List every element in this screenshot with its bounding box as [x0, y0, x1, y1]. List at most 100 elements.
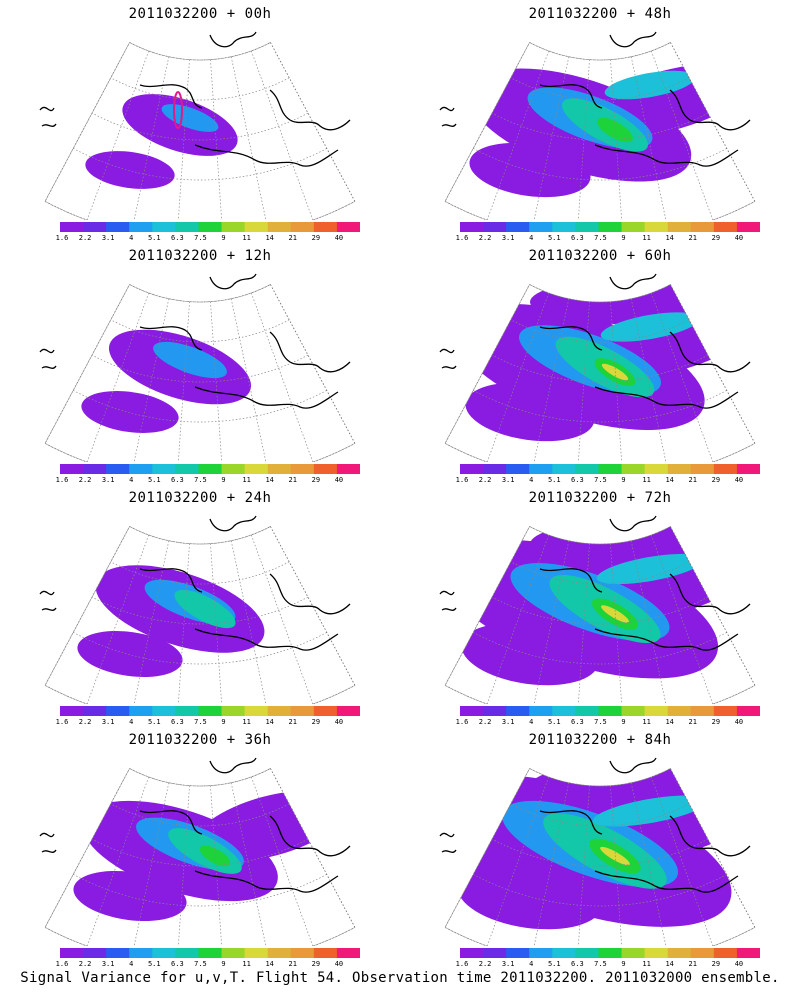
colorbar-swatch	[175, 222, 199, 232]
variance-field-mid	[596, 553, 704, 585]
colorbar-tick-label: 9	[221, 960, 226, 968]
colorbar-tick-label: 11	[642, 234, 651, 242]
colorbar-tick-label: 1.6	[455, 476, 469, 484]
coastline	[609, 757, 657, 774]
colorbar-tick-label: 14	[265, 718, 274, 726]
latitude-line	[529, 284, 671, 303]
colorbar-swatch	[460, 706, 484, 716]
colorbar-tick-label: 3.1	[101, 960, 115, 968]
colorbar-tick-label: 29	[711, 718, 721, 726]
colorbar-tick-label: 3.1	[101, 718, 115, 726]
colorbar-tick-label: 14	[665, 960, 674, 968]
colorbar-tick-label: 7.5	[594, 476, 607, 484]
colorbar-tick-label: 7.5	[194, 718, 207, 726]
colorbar-tick-label: 9	[221, 476, 226, 484]
colorbar-swatch	[621, 706, 646, 716]
colorbar-swatch	[267, 706, 292, 716]
colorbar-swatch	[244, 222, 269, 232]
colorbar-swatch	[267, 948, 292, 958]
latitude-line	[44, 443, 356, 462]
colorbar-tick-label: 4	[529, 960, 534, 968]
colorbar-swatch	[621, 464, 646, 474]
colorbar-swatch	[336, 706, 360, 716]
colorbar-labels: 1.6 2.2 3.1 4 5.1 6.3 7.5 9 11 14 21 29 40	[56, 718, 360, 728]
colorbar-tick-label: 6.3	[571, 476, 584, 484]
colorbar-tick-label: 6.3	[171, 476, 184, 484]
coastline	[669, 89, 751, 131]
colorbar-tick-label: 9	[621, 476, 626, 484]
polar-stereographic-map	[439, 515, 756, 704]
latitude-line	[91, 838, 309, 867]
variance-field-low	[469, 142, 591, 198]
colorbar-tick-label: 11	[242, 234, 251, 242]
coastline	[539, 326, 603, 351]
colorbar-swatch	[175, 706, 199, 716]
colorbar-swatch	[221, 706, 246, 716]
colorbar-tick-label: 11	[642, 960, 651, 968]
colorbar-swatch	[713, 706, 738, 716]
coastline	[439, 106, 457, 127]
coastline	[439, 590, 457, 611]
map-panel: 2011032200 + 36h 1.6 2.2 3.1 4 5.1 6.3 7.5 9 11 14…	[0, 726, 400, 968]
colorbar-swatch	[598, 948, 623, 958]
colorbar-swatch	[667, 222, 692, 232]
colorbar-swatch	[221, 948, 246, 958]
colorbar-swatch	[644, 706, 669, 716]
coastline	[269, 815, 351, 857]
colorbar-tick-label: 11	[242, 960, 251, 968]
colorbar-tick-label: 2.2	[78, 234, 92, 242]
colorbar-tick-label: 7.5	[594, 718, 607, 726]
colorbar-swatch	[129, 464, 153, 474]
colorbar-swatch	[129, 706, 153, 716]
colorbar-swatch	[644, 948, 669, 958]
colorbar-tick-label: 4	[129, 476, 134, 484]
colorbar-tick-label: 4	[529, 476, 534, 484]
latitude-line	[444, 927, 756, 946]
polar-stereographic-map	[39, 273, 356, 462]
colorbar-swatch	[106, 222, 130, 232]
variance-field-mid	[174, 589, 236, 629]
coastline	[594, 386, 739, 409]
colorbar-tick-label: 6.3	[171, 718, 184, 726]
colorbar-tick-label: 40	[334, 234, 344, 242]
colorbar-tick-label: 3.1	[501, 234, 515, 242]
colorbar-swatch	[575, 222, 599, 232]
variance-field-mid	[592, 795, 708, 827]
colorbar-tick-label: 5.1	[547, 718, 561, 726]
latitude-line	[110, 561, 290, 585]
colorbar-tick-label: 11	[242, 718, 251, 726]
latitude-line	[129, 526, 271, 545]
coastline	[209, 515, 257, 532]
colorbar-swatch	[552, 706, 576, 716]
colorbar-tick-label: 2.2	[78, 718, 92, 726]
coastline	[669, 815, 751, 857]
colorbar-tick-label: 40	[734, 476, 744, 484]
colorbar-swatch	[290, 948, 315, 958]
map-boundary	[444, 767, 756, 946]
variance-field-low	[73, 870, 187, 922]
colorbar-tick-label: 4	[129, 718, 134, 726]
colorbar-swatch	[460, 948, 484, 958]
colorbar	[60, 706, 360, 716]
latitude-line	[491, 596, 709, 625]
variance-field-mid	[604, 70, 696, 100]
coastline	[439, 348, 457, 369]
colorbar-tick-label: 5.1	[547, 476, 561, 484]
coastlines	[439, 273, 751, 409]
latitude-line	[491, 354, 709, 383]
colorbar-tick-label: 3.1	[101, 234, 115, 242]
colorbar-swatch	[690, 222, 715, 232]
colorbar-swatch	[690, 464, 715, 474]
colorbar-swatch	[313, 948, 338, 958]
colorbar-swatch	[336, 948, 360, 958]
colorbar-swatch	[313, 222, 338, 232]
panel-title: 2011032200 + 36h	[128, 732, 272, 748]
colorbar-tick-label: 14	[265, 476, 274, 484]
variance-field-high	[597, 117, 633, 143]
colorbar-tick-label: 7.5	[594, 960, 607, 968]
colorbar-swatch	[529, 464, 553, 474]
colorbar-swatch	[598, 706, 623, 716]
coastline	[194, 144, 339, 167]
latitude-line	[444, 685, 756, 704]
colorbar-swatch	[129, 948, 153, 958]
